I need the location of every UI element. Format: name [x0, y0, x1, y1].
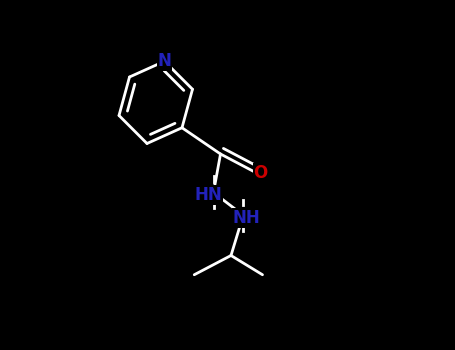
Text: HN: HN	[194, 186, 222, 204]
Text: N: N	[157, 52, 172, 70]
Text: O: O	[253, 164, 268, 182]
Text: NH: NH	[233, 209, 261, 227]
